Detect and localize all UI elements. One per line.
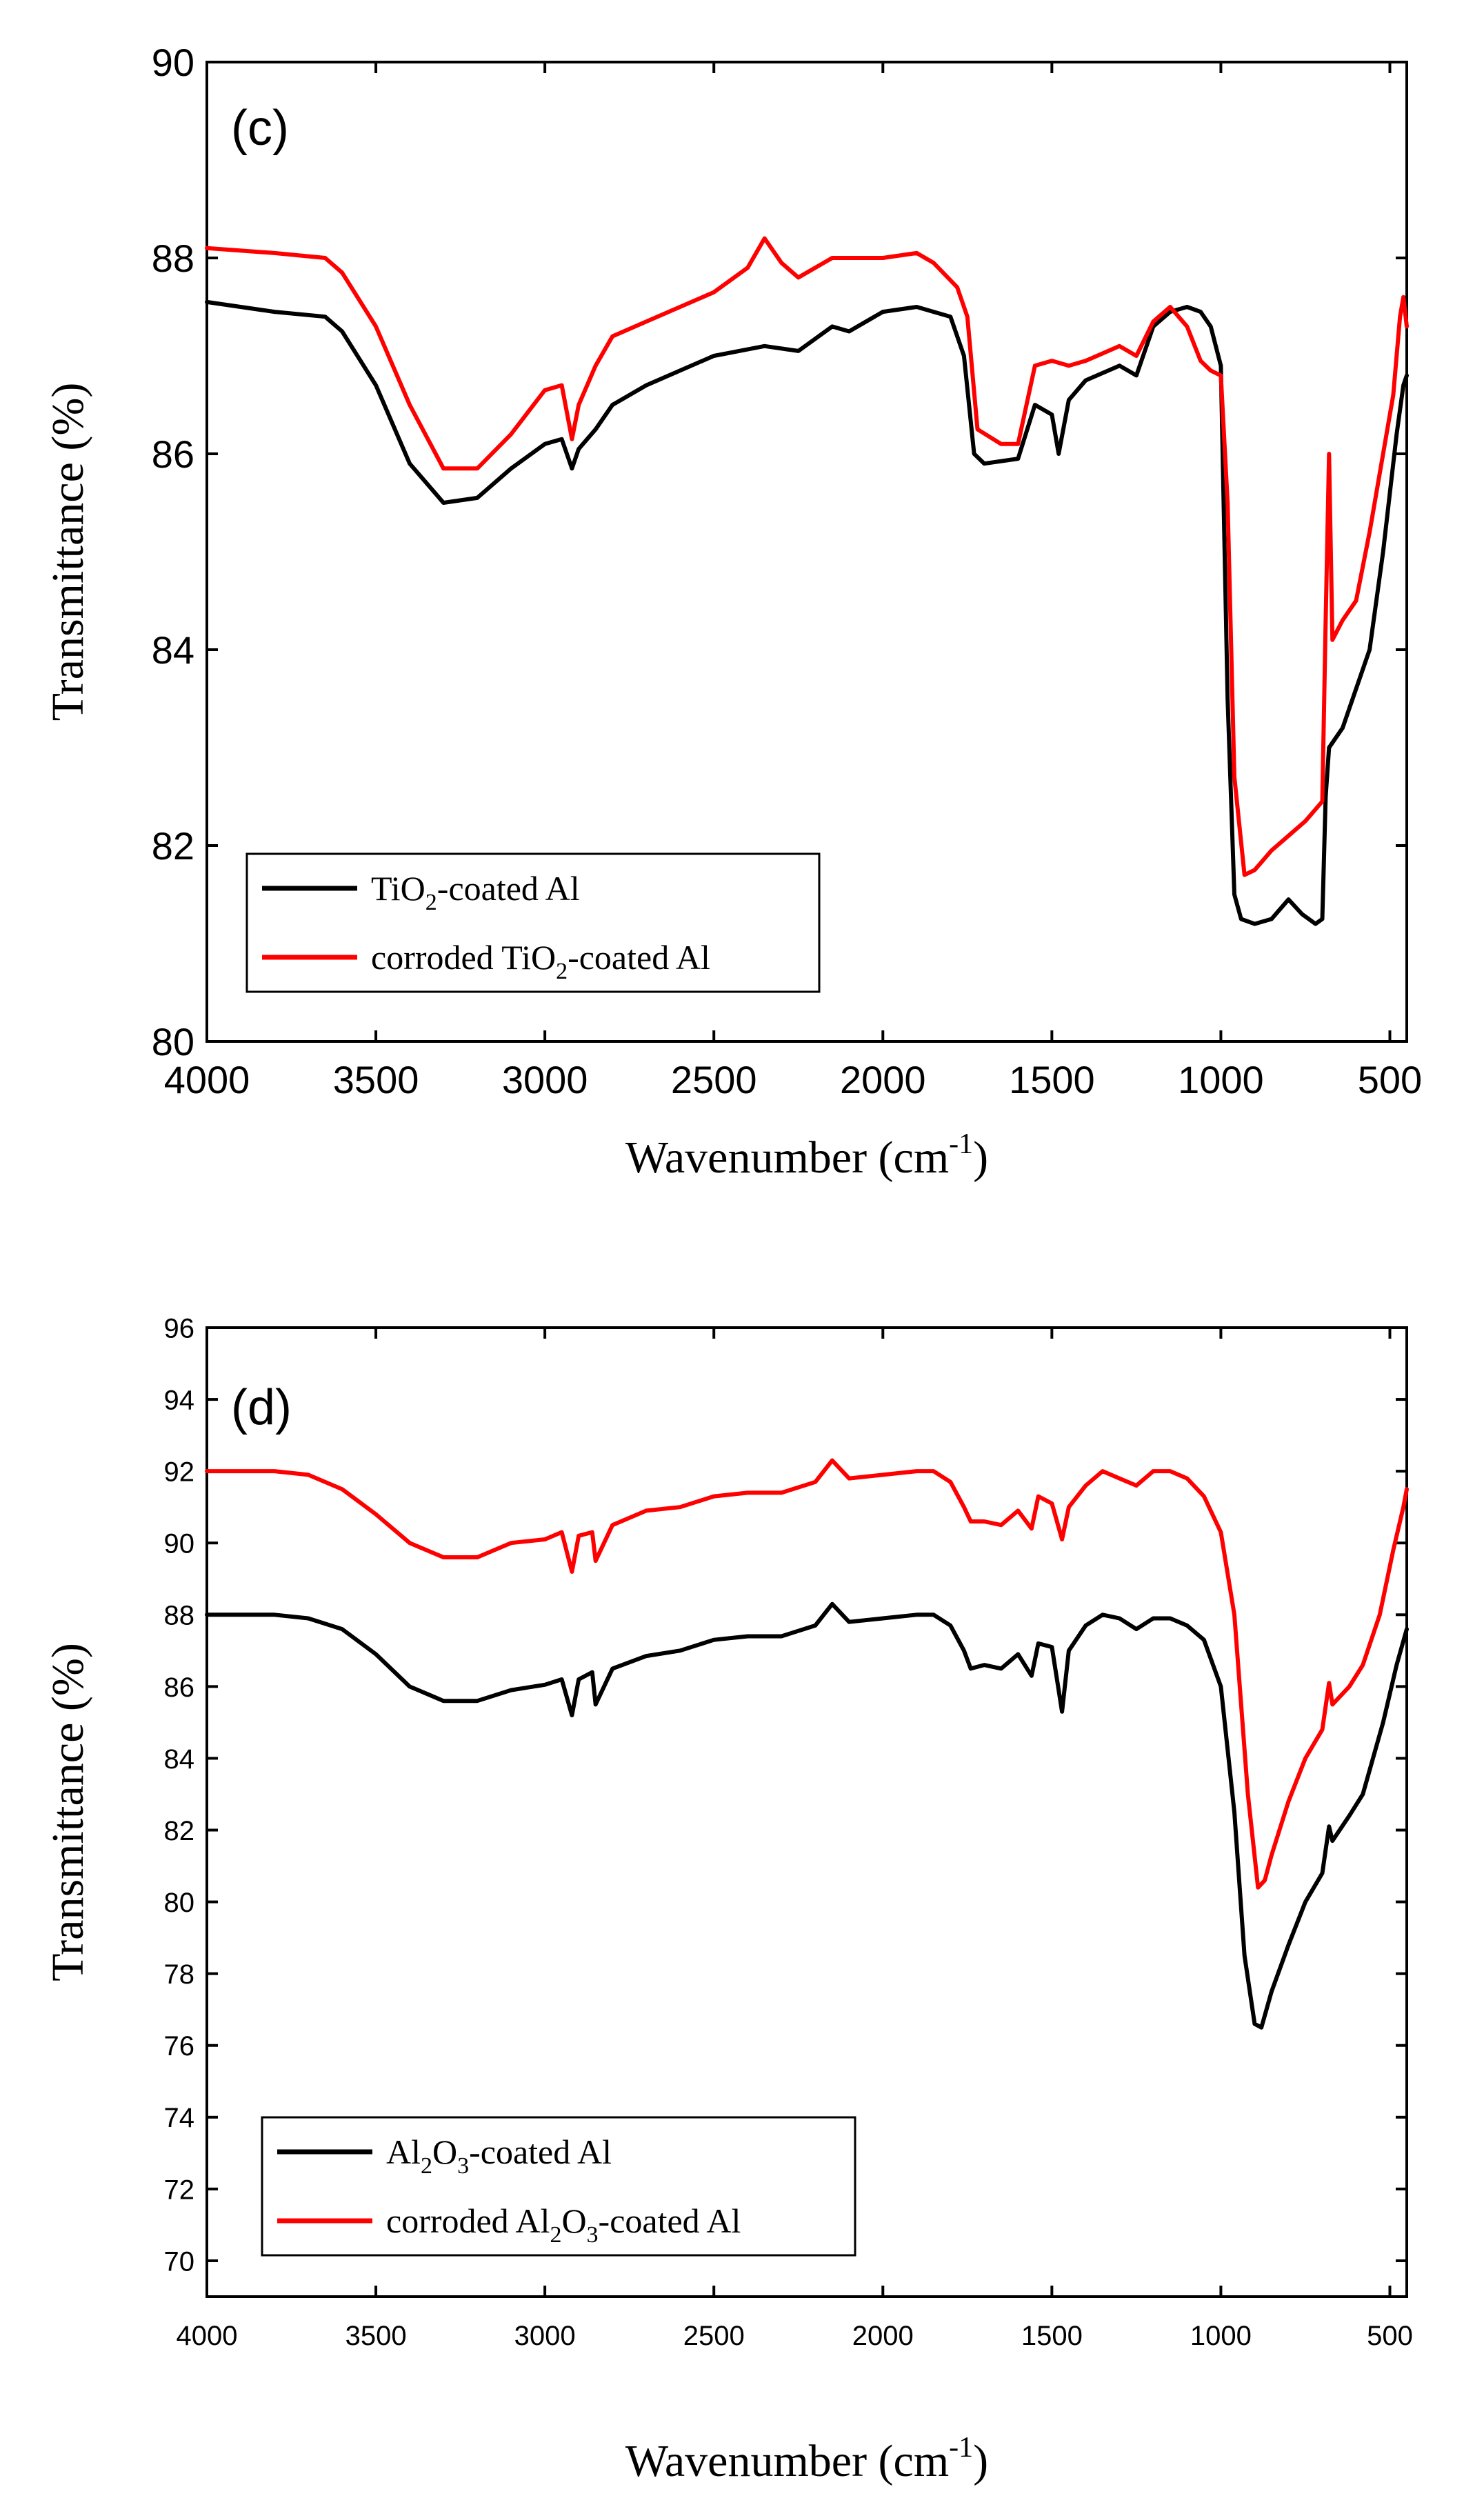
y-axis-title: Transmittance (%) xyxy=(43,383,93,721)
y-tick-label: 84 xyxy=(164,1744,195,1775)
chart-panel-d: 70 72 74 76 78 80 82 84 86 88 90 92 94 96 4000 3500 3000… xyxy=(43,1313,1413,2486)
x-tick-label: 3000 xyxy=(514,2321,576,2351)
y-tick-label: 76 xyxy=(164,2031,195,2061)
y-tick-label: 82 xyxy=(164,1816,195,1846)
y-tick-label: 88 xyxy=(152,237,194,280)
legend: Al2O3-coated Al corroded Al2O3-coated Al xyxy=(261,2116,856,2257)
legend-box xyxy=(245,852,821,993)
x-tick-label: 1000 xyxy=(1178,1058,1264,1101)
chart-panel-c: 80 82 84 86 88 90 4000 3500 3000 2500 2000 1500 1000… xyxy=(43,41,1422,1183)
y-tick-label: 78 xyxy=(164,1959,195,1990)
x-tick-label: 3000 xyxy=(502,1058,588,1101)
y-tick-label: 94 xyxy=(164,1385,195,1415)
x-tick-label: 3500 xyxy=(333,1058,419,1101)
y-tick-label: 84 xyxy=(152,628,194,672)
x-tick-label: 3500 xyxy=(345,2321,407,2351)
legend-box xyxy=(261,2116,856,2257)
x-tick-label: 500 xyxy=(1358,1058,1422,1101)
y-tick-label: 80 xyxy=(164,1888,195,1918)
y-tick-label: 90 xyxy=(164,1529,195,1559)
y-tick-label: 80 xyxy=(152,1020,194,1063)
x-tick-label: 4000 xyxy=(164,1058,250,1101)
y-tick-label: 86 xyxy=(164,1672,195,1703)
series-line xyxy=(205,1601,1409,2030)
panel-label: (c) xyxy=(231,101,289,156)
y-tick-label: 72 xyxy=(164,2175,195,2205)
x-tick-label: 2000 xyxy=(840,1058,926,1101)
x-axis-title: Wavenumber (cm-1) xyxy=(625,2432,988,2486)
y-tick-label: 90 xyxy=(152,41,194,84)
plot-frame xyxy=(205,61,1408,1043)
y-tick-label: 74 xyxy=(164,2103,195,2133)
x-tick-label: 4000 xyxy=(177,2321,238,2351)
y-tick-label: 70 xyxy=(164,2246,195,2277)
panel-label: (d) xyxy=(231,1380,292,1435)
y-axis-title: Transmittance (%) xyxy=(43,1643,93,1981)
x-tick-label: 1000 xyxy=(1190,2321,1252,2351)
y-tick-label: 82 xyxy=(152,824,194,868)
y-tick-label: 86 xyxy=(152,432,194,476)
x-tick-label: 2500 xyxy=(683,2321,745,2351)
x-tick-label: 500 xyxy=(1367,2321,1413,2351)
legend-label: Al2O3-coated Al xyxy=(386,2133,612,2179)
x-tick-label: 1500 xyxy=(1009,1058,1095,1101)
legend: TiO2-coated Al corroded TiO2-coated Al xyxy=(245,852,821,993)
series-line xyxy=(205,1458,1409,1890)
x-axis-title: Wavenumber (cm-1) xyxy=(625,1128,988,1183)
y-tick-label: 88 xyxy=(164,1601,195,1631)
y-tick-label: 96 xyxy=(164,1313,195,1344)
legend-label: corroded Al2O3-coated Al xyxy=(386,2201,741,2248)
series-line xyxy=(205,299,1409,926)
legend-label: corroded TiO2-coated Al xyxy=(371,938,710,984)
legend-label: TiO2-coated Al xyxy=(371,869,580,915)
x-tick-label: 2000 xyxy=(852,2321,914,2351)
x-tick-label: 1500 xyxy=(1021,2321,1083,2351)
x-tick-label: 2500 xyxy=(671,1058,757,1101)
y-tick-label: 92 xyxy=(164,1457,195,1488)
plot-frame xyxy=(205,1326,1408,2298)
series-line xyxy=(205,236,1409,877)
